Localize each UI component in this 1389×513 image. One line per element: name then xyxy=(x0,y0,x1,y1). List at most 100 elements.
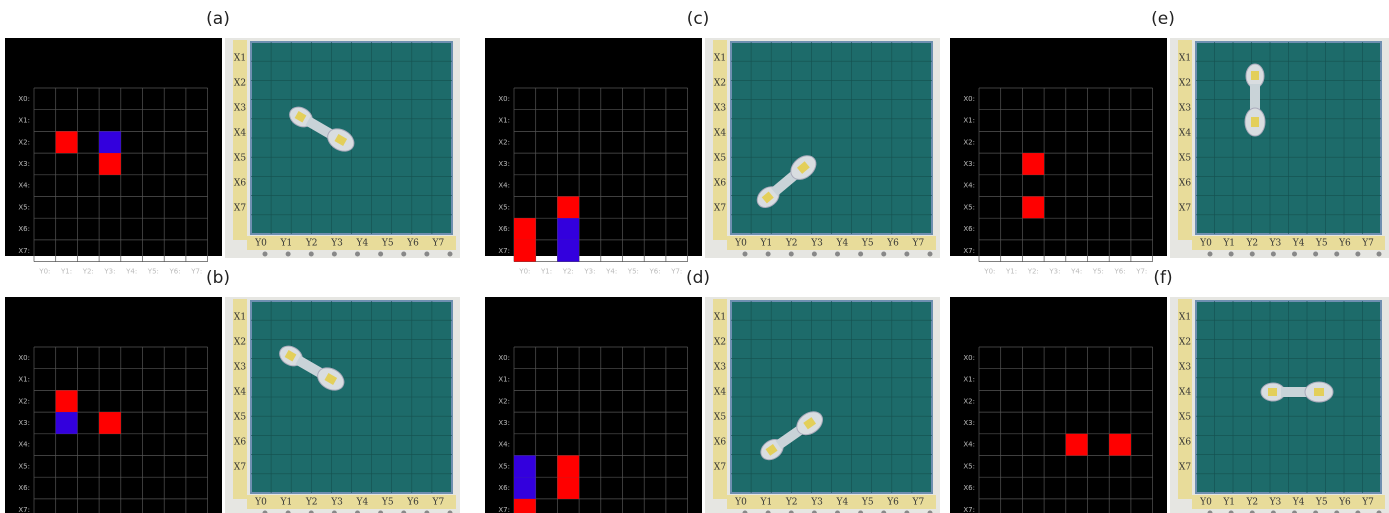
active-cell xyxy=(56,131,78,153)
photo-row-label: X2 xyxy=(1179,338,1191,348)
photo-row-label: X4 xyxy=(234,129,246,139)
row-label: X4: xyxy=(963,441,975,449)
active-cell xyxy=(514,218,536,240)
col-label: Y2: xyxy=(562,268,574,276)
shoe-pad xyxy=(1268,388,1277,396)
grid-background xyxy=(950,38,1167,256)
photo-row-label: X6 xyxy=(714,179,726,189)
row-label: X2: xyxy=(498,138,510,146)
photo-col-label: Y5 xyxy=(381,239,394,249)
row-label: X1: xyxy=(18,376,30,384)
col-label: Y6: xyxy=(649,268,661,276)
row-label: X7: xyxy=(18,247,30,255)
photo-row-label: X6 xyxy=(1179,438,1191,448)
row-label: X5: xyxy=(963,462,975,470)
photo-col-label: Y5 xyxy=(861,498,874,508)
photo-row-label: X1 xyxy=(1179,54,1191,64)
row-label: X5: xyxy=(498,462,510,470)
photo-col-label: Y7 xyxy=(912,239,925,249)
row-label: X3: xyxy=(963,419,975,427)
row-label: X5: xyxy=(18,203,30,211)
photo-row-label: X1 xyxy=(234,54,246,64)
photo-col-label: Y2 xyxy=(785,239,798,249)
photo-row-label: X2 xyxy=(234,79,246,89)
active-cell xyxy=(514,477,536,499)
photo-row-label: X2 xyxy=(714,338,726,348)
sensor-clip xyxy=(309,252,314,257)
row-label: X2: xyxy=(18,397,30,405)
col-label: Y4: xyxy=(605,268,617,276)
photo-col-label: Y5 xyxy=(1315,498,1328,508)
photo-col-label: Y2 xyxy=(1245,239,1258,249)
sensor-clip xyxy=(424,252,429,257)
sensor-clip xyxy=(1334,252,1339,257)
row-label: X7: xyxy=(963,506,975,513)
shoe-pad xyxy=(1251,117,1259,127)
photo-row-label: X5 xyxy=(1179,413,1191,423)
photo-row-label: X6 xyxy=(1179,179,1191,189)
photo-row-label: X1 xyxy=(714,54,726,64)
sensor-clip xyxy=(263,252,268,257)
col-label: Y5: xyxy=(1092,268,1104,276)
col-label: Y3: xyxy=(583,268,595,276)
sensor-clip xyxy=(881,252,886,257)
panel-label: (e) xyxy=(1151,9,1175,29)
row-label: X1: xyxy=(498,117,510,125)
photo-col-label: Y1 xyxy=(280,239,293,249)
grid-background xyxy=(950,297,1167,513)
photo-row-label: X5 xyxy=(234,154,246,164)
tape-bottom xyxy=(1192,495,1385,509)
sensor-clip xyxy=(743,252,748,257)
photo-row-label: X3 xyxy=(234,104,246,114)
photo-col-label: Y2 xyxy=(785,498,798,508)
photo-row-label: X7 xyxy=(714,204,726,214)
sensor-clip xyxy=(1250,252,1255,257)
sensor-clip xyxy=(1377,252,1382,257)
photo-row-label: X4 xyxy=(1179,388,1191,398)
photo-row-label: X7 xyxy=(234,204,246,214)
photo-col-label: Y4 xyxy=(356,239,369,249)
row-label: X6: xyxy=(18,225,30,233)
row-label: X0: xyxy=(18,354,30,362)
photo-row-label: X4 xyxy=(234,388,246,398)
row-label: X2: xyxy=(963,138,975,146)
panel: (c)X0:X1:X2:X3:X4:X5:X6:X7:Y0:Y1:Y2:Y3:Y… xyxy=(485,9,940,276)
sensor-clip xyxy=(378,252,383,257)
row-label: X6: xyxy=(963,225,975,233)
tape-bottom xyxy=(727,495,936,509)
active-cell xyxy=(514,456,536,478)
row-label: X0: xyxy=(18,95,30,103)
photo-col-label: Y6 xyxy=(886,498,899,508)
col-label: Y2: xyxy=(82,268,94,276)
sensor-clip xyxy=(928,252,933,257)
active-cell xyxy=(514,499,536,513)
panel-label: (b) xyxy=(206,268,230,288)
photo-col-label: Y7 xyxy=(432,498,445,508)
photo-col-label: Y0 xyxy=(254,239,267,249)
photo-row-label: X5 xyxy=(714,154,726,164)
sensor-clip xyxy=(401,252,406,257)
photo-col-label: Y4 xyxy=(836,498,849,508)
sensor-clip xyxy=(835,252,840,257)
photo-col-label: Y4 xyxy=(836,239,849,249)
row-label: X2: xyxy=(498,397,510,405)
photo-row-label: X3 xyxy=(1179,104,1191,114)
col-label: Y5: xyxy=(147,268,159,276)
col-label: Y6: xyxy=(1114,268,1126,276)
row-label: X2: xyxy=(963,397,975,405)
panel: (b)X0:X1:X2:X3:X4:X5:X6:X7:Y0:Y1:Y2:Y3:Y… xyxy=(5,268,460,513)
panel: (a)X0:X1:X2:X3:X4:X5:X6:X7:Y0:Y1:Y2:Y3:Y… xyxy=(5,9,460,276)
panel-label: (f) xyxy=(1153,268,1172,288)
col-label: Y0: xyxy=(518,268,530,276)
photo-row-label: X6 xyxy=(234,438,246,448)
photo-row-label: X4 xyxy=(714,388,726,398)
photo-row-label: X6 xyxy=(714,438,726,448)
sensor-clip xyxy=(1355,252,1360,257)
photo-row-label: X2 xyxy=(714,79,726,89)
active-cell xyxy=(56,390,78,412)
photo-col-label: Y3 xyxy=(810,498,823,508)
active-cell xyxy=(557,477,579,499)
row-label: X6: xyxy=(498,225,510,233)
photo-col-label: Y1 xyxy=(1222,498,1235,508)
photo-col-label: Y6 xyxy=(1338,239,1351,249)
